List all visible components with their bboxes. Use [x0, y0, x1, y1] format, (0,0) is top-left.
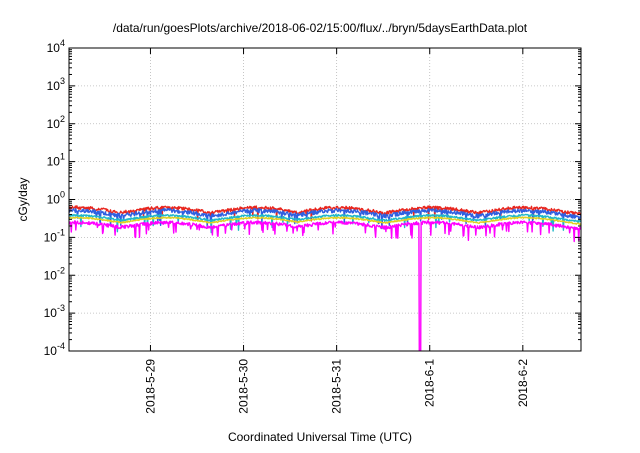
y-tick-exponent: 3 — [60, 76, 65, 86]
y-tick-exponent: 4 — [60, 38, 65, 48]
grid — [69, 48, 581, 351]
chart-title: /data/run/goesPlots/archive/2018-06-02/1… — [113, 21, 528, 35]
y-tick-exponent: 2 — [60, 114, 65, 124]
y-tick-label: 104 — [47, 38, 65, 55]
series-line — [69, 207, 581, 230]
y-tick-exponent: 0 — [60, 190, 65, 200]
y-tick-label: 100 — [47, 190, 65, 207]
y-tick-exponent: -1 — [57, 227, 65, 237]
series-line — [69, 220, 581, 351]
y-tick-exponent: -2 — [57, 265, 65, 275]
y-tick-exponent: 1 — [60, 152, 65, 162]
x-axis: 2018-5-29 2018-5-30 2018-5-31 2018-6-1 2018-… — [143, 48, 530, 414]
x-tick-label: 2018-5-31 — [330, 359, 344, 414]
series-line — [69, 213, 581, 234]
series-line — [69, 205, 581, 222]
y-tick-label: 103 — [47, 76, 65, 93]
y-tick-label: 10-2 — [44, 265, 65, 282]
y-tick-label: 102 — [47, 114, 65, 131]
y-tick-label: 10-4 — [44, 341, 65, 358]
y-tick-label: 101 — [47, 152, 65, 169]
y-axis-label: cGy/day — [16, 177, 30, 221]
y-tick-label: 10-1 — [44, 227, 65, 244]
x-tick-label: 2018-6-2 — [516, 359, 530, 407]
y-tick-label: 10-3 — [44, 303, 65, 320]
x-tick-label: 2018-5-29 — [143, 359, 157, 414]
x-tick-label: 2018-5-30 — [237, 359, 251, 414]
series-line — [69, 216, 581, 226]
x-tick-label: 2018-6-1 — [423, 359, 437, 407]
y-tick-exponent: -4 — [57, 341, 65, 351]
series-group — [69, 205, 581, 351]
x-axis-label: Coordinated Universal Time (UTC) — [228, 430, 412, 444]
y-tick-exponent: -3 — [57, 303, 65, 313]
